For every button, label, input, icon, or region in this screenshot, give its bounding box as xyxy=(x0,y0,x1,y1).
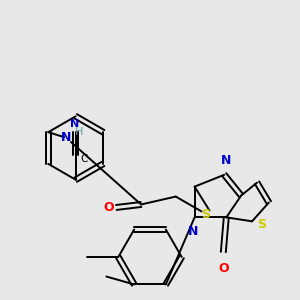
Text: O: O xyxy=(218,262,229,275)
Text: S: S xyxy=(257,218,266,231)
Text: N: N xyxy=(70,119,79,129)
Text: O: O xyxy=(103,201,114,214)
Text: N: N xyxy=(61,130,71,144)
Text: H: H xyxy=(75,127,83,137)
Text: S: S xyxy=(201,208,210,221)
Text: N: N xyxy=(221,154,232,167)
Text: C: C xyxy=(81,154,88,164)
Text: N: N xyxy=(188,225,198,238)
